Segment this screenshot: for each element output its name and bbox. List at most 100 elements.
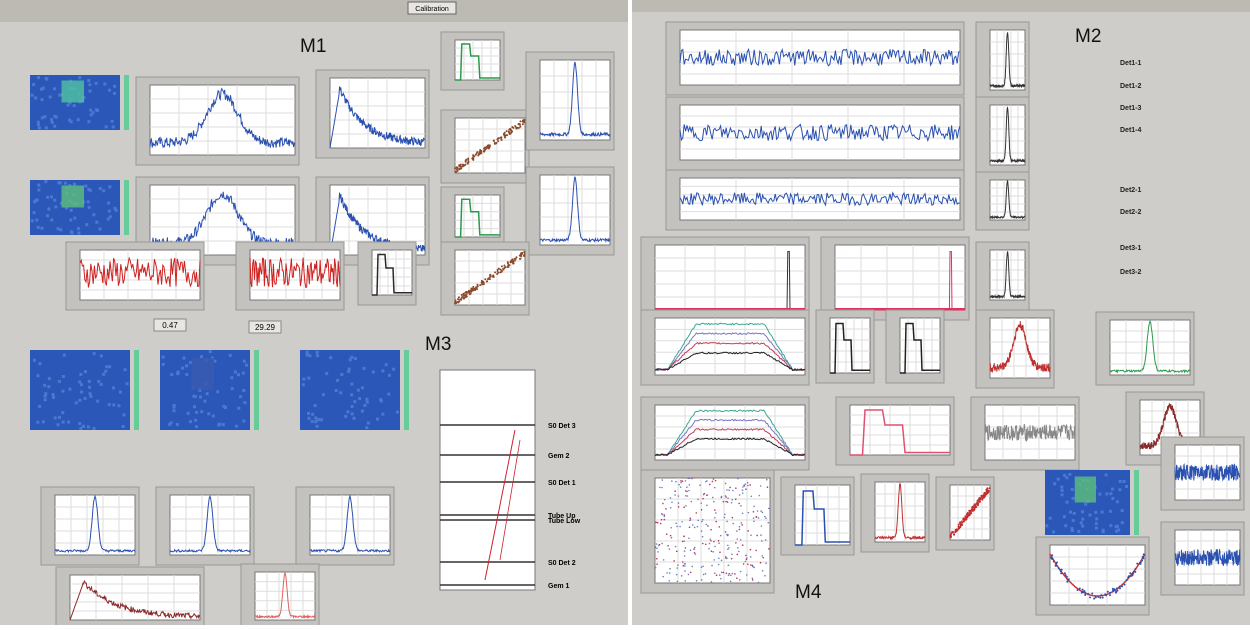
heatmap-cell — [351, 412, 354, 415]
scatter-dot — [970, 512, 972, 514]
scatter-dot — [662, 503, 664, 505]
scatter-dot — [466, 295, 468, 297]
heatmap-cell — [1068, 473, 1071, 476]
scatter-dot — [1084, 592, 1086, 594]
scatter-dot — [514, 125, 516, 127]
heatmap-cell — [396, 411, 399, 414]
heatmap-cell — [361, 410, 364, 413]
scatter-dot — [760, 510, 762, 512]
scatter-dot — [712, 481, 714, 483]
heatmap-cell — [108, 210, 111, 213]
scatter-dot — [732, 490, 734, 492]
heatmap-cell — [354, 357, 357, 360]
detector-label: Det1-1 — [1120, 60, 1142, 67]
heatmap-cell — [1121, 521, 1124, 524]
heatmap-cell — [387, 393, 390, 396]
heatmap-cell — [209, 350, 212, 353]
scatter-dot — [1082, 589, 1084, 591]
plot-area — [875, 482, 925, 542]
heatmap-cell — [77, 118, 80, 121]
scatter-dot — [666, 533, 668, 535]
scatter-dot — [476, 284, 478, 286]
scatter-dot — [760, 534, 762, 536]
button-label[interactable]: Calibration — [415, 6, 449, 13]
scatter-dot — [721, 560, 723, 562]
scatter-dot — [509, 132, 511, 134]
heatmap-cell — [380, 399, 383, 402]
heatmap-cell — [44, 180, 47, 183]
heatmap-cell — [229, 354, 232, 357]
scatter-dot — [961, 522, 963, 524]
heatmap-cell — [207, 412, 210, 415]
scatter-dot — [688, 490, 690, 492]
scatter-dot — [727, 545, 729, 547]
heatmap-cell — [92, 213, 95, 216]
scatter-dot — [750, 495, 752, 497]
heatmap-cell — [38, 405, 41, 408]
heatmap-cell — [1102, 530, 1105, 533]
heatmap-cell — [111, 120, 114, 123]
scatter-dot — [964, 516, 966, 518]
scatter-dot — [709, 484, 711, 486]
heatmap-cell — [353, 400, 356, 403]
heatmap-cell — [89, 392, 92, 395]
scatter-dot — [719, 574, 721, 576]
plot-area — [990, 250, 1025, 300]
heatmap-cell — [1069, 511, 1072, 514]
scatter-dot — [484, 278, 486, 280]
heatmap-cell — [75, 401, 78, 404]
scatter-dot — [982, 496, 984, 498]
scatter-dot — [753, 567, 755, 569]
scatter-dot — [730, 581, 732, 583]
heatmap-cell — [185, 373, 188, 376]
scatter-dot — [756, 516, 758, 518]
scatter-dot — [658, 545, 660, 547]
scatter-dot — [1135, 568, 1137, 570]
heatmap-cell — [89, 189, 92, 192]
heatmap-cell — [84, 370, 87, 373]
scatter-dot — [728, 573, 730, 575]
heatmap-cell — [1066, 501, 1069, 504]
plot-area — [330, 78, 425, 148]
heatmap-cell — [87, 200, 90, 203]
plot-area — [540, 60, 610, 140]
detector-label: Det2-2 — [1120, 209, 1142, 216]
scatter-dot — [731, 499, 733, 501]
heatmap-cell — [47, 385, 50, 388]
scatter-dot — [714, 517, 716, 519]
heatmap-cell — [358, 397, 361, 400]
plot-area — [680, 178, 960, 220]
scatter-dot — [760, 562, 762, 564]
track-label: S0 Det 3 — [548, 423, 576, 430]
scatter-dot — [467, 158, 469, 160]
heatmap-cell — [1084, 503, 1087, 506]
scatter-dot — [671, 480, 673, 482]
scatter-dot — [731, 558, 733, 560]
scatter-dot — [691, 566, 693, 568]
heatmap-cell — [1094, 511, 1097, 514]
heatmap-cell — [222, 423, 225, 426]
scatter-dot — [458, 301, 460, 303]
scatter-dot — [696, 580, 698, 582]
scatter-dot — [747, 482, 749, 484]
scatter-dot — [676, 551, 678, 553]
panel-label: M4 — [795, 582, 822, 603]
heatmap-cell — [346, 410, 349, 413]
scatter-dot — [747, 530, 749, 532]
scatter-dot — [728, 574, 730, 576]
scatter-dot — [969, 510, 971, 512]
scatter-dot — [690, 501, 692, 503]
scatter-dot — [487, 147, 489, 149]
scatter-dot — [657, 551, 659, 553]
detector-label: Det1-2 — [1120, 83, 1142, 90]
scatter-dot — [483, 282, 485, 284]
scatter-dot — [1068, 578, 1070, 580]
heatmap-cell — [1101, 511, 1104, 514]
scatter-dot — [746, 559, 748, 561]
heatmap-cell — [199, 395, 202, 398]
scatter-dot — [519, 258, 521, 260]
scatter-dot — [480, 152, 482, 154]
scatter-dot — [655, 546, 657, 548]
scatter-dot — [455, 171, 457, 173]
scatter-dot — [1121, 585, 1123, 587]
